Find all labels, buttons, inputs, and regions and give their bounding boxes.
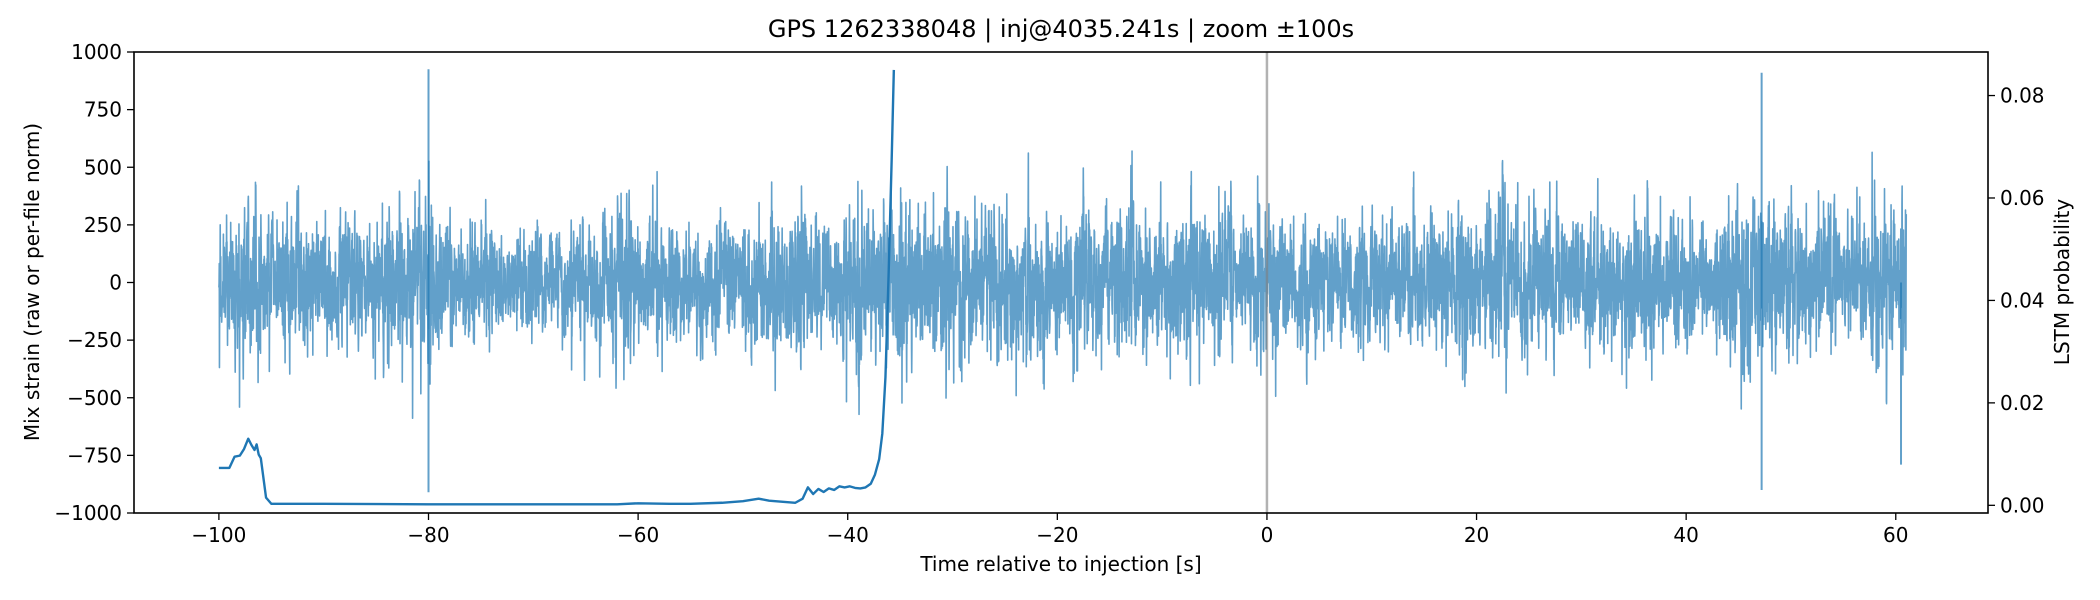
probability-series-layer xyxy=(218,69,896,506)
y-axis-left: −1000 −750 −500 −250 0 250 500 750 1000 xyxy=(54,40,134,525)
x-axis: −100 −80 −60 −40 −20 0 20 40 60 xyxy=(191,513,1908,547)
x-tick-label: −40 xyxy=(827,523,869,547)
y-axis-right-label: LSTM probability xyxy=(2050,199,2074,366)
y-axis-left-label: Mix strain (raw or per-file norm) xyxy=(20,123,44,441)
x-tick-label: 20 xyxy=(1464,523,1489,547)
x-tick-label: 40 xyxy=(1673,523,1698,547)
y-left-tick-label: 750 xyxy=(84,98,122,122)
y-axis-right: 0.00 0.02 0.04 0.06 0.08 xyxy=(1988,84,2045,517)
y-right-tick-label: 0.00 xyxy=(2000,493,2045,517)
x-tick-label: 60 xyxy=(1883,523,1908,547)
y-left-tick-label: −250 xyxy=(67,328,122,352)
x-tick-label: −100 xyxy=(191,523,246,547)
probability-series-line xyxy=(218,69,896,506)
x-tick-label: −60 xyxy=(617,523,659,547)
strain-series-layer xyxy=(218,69,1908,493)
y-right-tick-label: 0.08 xyxy=(2000,84,2045,108)
x-tick-label: −20 xyxy=(1036,523,1078,547)
x-tick-label: 0 xyxy=(1261,523,1274,547)
y-left-tick-label: −500 xyxy=(67,386,122,410)
y-left-tick-label: 0 xyxy=(109,271,122,295)
y-right-tick-label: 0.06 xyxy=(2000,186,2045,210)
y-right-tick-label: 0.04 xyxy=(2000,288,2045,312)
chart-title: GPS 1262338048 | inj@4035.241s | zoom ±1… xyxy=(768,15,1354,43)
strain-series-line xyxy=(218,150,1908,420)
y-left-tick-label: 250 xyxy=(84,213,122,237)
y-right-tick-label: 0.02 xyxy=(2000,391,2045,415)
x-axis-label: Time relative to injection [s] xyxy=(919,552,1201,576)
y-left-tick-label: −1000 xyxy=(54,501,122,525)
y-left-tick-label: 1000 xyxy=(71,40,122,64)
y-left-tick-label: 500 xyxy=(84,155,122,179)
x-tick-label: −80 xyxy=(407,523,449,547)
y-left-tick-label: −750 xyxy=(67,443,122,467)
